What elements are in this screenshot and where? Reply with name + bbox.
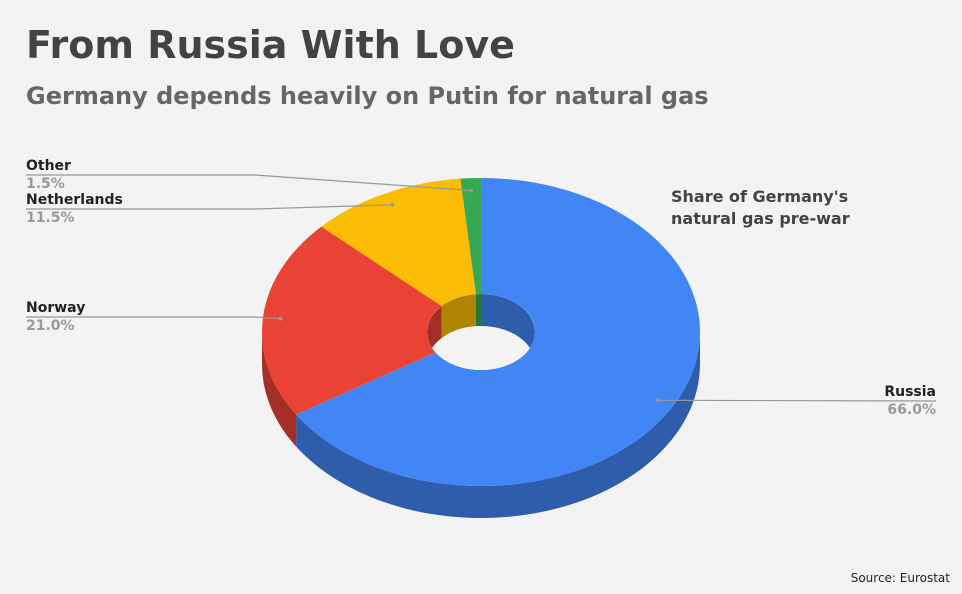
slice	[296, 178, 700, 486]
leader-line	[26, 174, 472, 192]
slice-inner-wall	[475, 294, 481, 327]
source-note: Source: Eurostat	[851, 571, 951, 585]
slice-value-label: 21.0%	[26, 318, 75, 334]
slice-side	[296, 332, 700, 519]
leader-dot	[390, 202, 395, 207]
chart-title: From Russia With Love	[26, 23, 515, 67]
chart-subtitle: Germany depends heavily on Putin for nat…	[26, 82, 709, 110]
slice-label: Netherlands	[26, 192, 123, 208]
slice-value-label: 66.0%	[887, 402, 936, 418]
slice-value-label: 11.5%	[26, 210, 75, 226]
slice-label: Russia	[884, 384, 936, 400]
slice-value-label: 1.5%	[26, 176, 65, 192]
hole-walls	[427, 294, 535, 364]
slice-label: Norway	[26, 300, 85, 316]
slice	[321, 178, 476, 306]
annotation: Share of Germany's natural gas pre-war	[671, 187, 850, 228]
leader-dot	[655, 398, 660, 403]
leader-dot	[278, 316, 283, 321]
slice-label: Other	[26, 158, 71, 174]
slice-inner-wall	[441, 294, 476, 338]
leader-dot	[469, 188, 474, 193]
pie	[261, 177, 700, 519]
slice	[261, 226, 442, 415]
leader-line	[26, 316, 281, 320]
leader-line	[26, 204, 393, 210]
leader-line	[657, 399, 937, 402]
slice-inner-wall	[481, 294, 535, 364]
slice	[460, 177, 481, 295]
slice-side	[262, 332, 297, 447]
